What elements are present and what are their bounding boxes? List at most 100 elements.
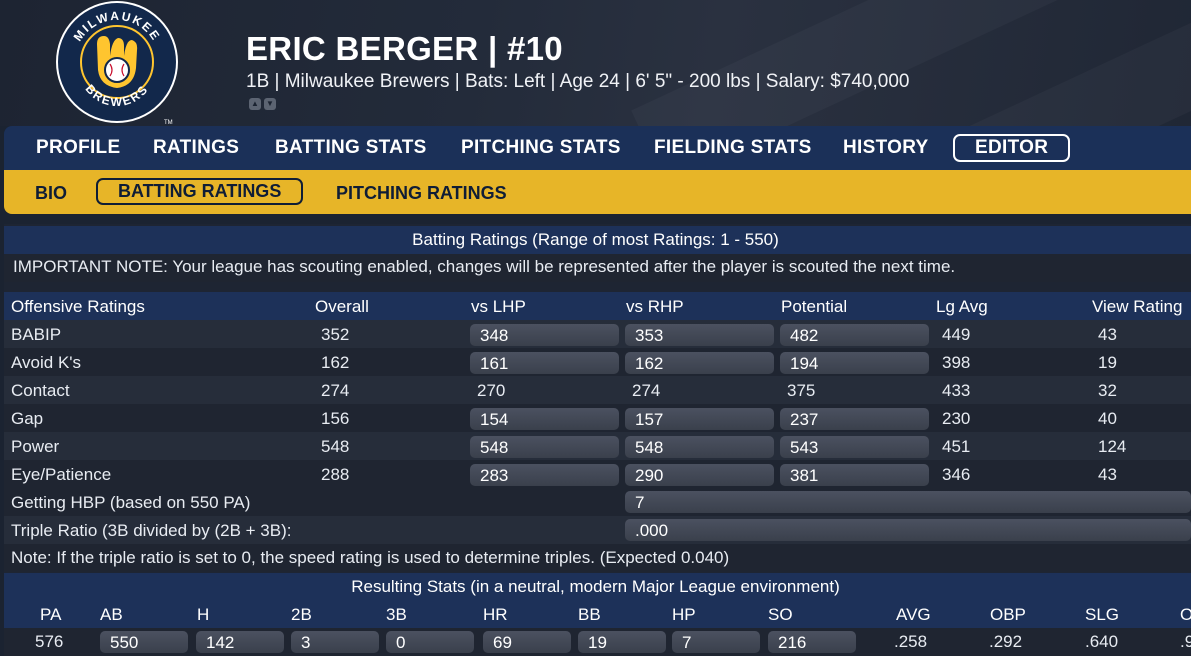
rating-view: 40 bbox=[1098, 409, 1117, 428]
rating-lg-avg: 449 bbox=[942, 325, 971, 344]
stat-input[interactable]: 19 bbox=[578, 631, 666, 653]
tab-ratings[interactable]: RATINGS bbox=[153, 137, 240, 158]
col-view-rating: View Rating bbox=[1092, 297, 1183, 316]
rating-rhp-value: 353 bbox=[635, 326, 664, 345]
rating-overall: 352 bbox=[321, 325, 350, 344]
logo-trademark: TM bbox=[164, 120, 173, 126]
rating-rhp-value: 157 bbox=[635, 410, 664, 429]
rating-pot-input[interactable]: 194 bbox=[780, 352, 929, 374]
hbp-input[interactable]: 7 bbox=[625, 491, 1191, 513]
rating-lhp-input[interactable]: 548 bbox=[470, 436, 619, 458]
stats-title: Resulting Stats (in a neutral, modern Ma… bbox=[351, 577, 840, 596]
rating-name: Avoid K's bbox=[11, 353, 82, 372]
rating-view: 32 bbox=[1098, 381, 1117, 400]
stats-col: OBP bbox=[990, 605, 1026, 624]
rating-pot-input[interactable]: 237 bbox=[780, 408, 929, 430]
rating-rhp-value: 162 bbox=[635, 354, 664, 373]
subtab-batting-ratings[interactable]: BATTING RATINGS bbox=[96, 178, 304, 205]
hbp-value: 7 bbox=[635, 493, 645, 512]
rating-view: 124 bbox=[1098, 437, 1127, 456]
stats-col: PA bbox=[40, 605, 62, 624]
col-vs-rhp: vs RHP bbox=[626, 297, 684, 316]
rating-overall: 288 bbox=[321, 465, 350, 484]
stat-input[interactable]: 216 bbox=[768, 631, 856, 653]
stat-value: 142 bbox=[206, 633, 235, 652]
tab-batting-stats[interactable]: BATTING STATS bbox=[275, 137, 427, 158]
stat-input[interactable]: 142 bbox=[196, 631, 284, 653]
subtab-bio[interactable]: BIO bbox=[35, 183, 68, 203]
rating-lhp-input[interactable]: 154 bbox=[470, 408, 619, 430]
rating-pot-input[interactable]: 381 bbox=[780, 464, 929, 486]
rating-lg-avg: 230 bbox=[942, 409, 971, 428]
rating-name: BABIP bbox=[11, 325, 62, 344]
stat-input[interactable]: 3 bbox=[291, 631, 379, 653]
rating-lhp-value: 283 bbox=[480, 466, 509, 485]
rating-rhp-input[interactable]: 290 bbox=[625, 464, 774, 486]
rating-lhp-input[interactable]: 161 bbox=[470, 352, 619, 374]
stat-value: .9 bbox=[1180, 632, 1191, 651]
col-vs-lhp: vs LHP bbox=[471, 297, 526, 316]
stat-input[interactable]: 69 bbox=[483, 631, 571, 653]
ratings-header-row bbox=[4, 292, 1191, 320]
stats-col: AVG bbox=[896, 605, 931, 624]
rating-overall: 274 bbox=[321, 381, 350, 400]
player-header: MILWAUKEE BREWERS TM ERIC BERGER | #10 1… bbox=[0, 0, 1191, 126]
rating-name: Gap bbox=[11, 409, 44, 428]
ratings-title: Batting Ratings (Range of most Ratings: … bbox=[412, 230, 779, 249]
tab-editor[interactable]: EDITOR bbox=[953, 134, 1071, 162]
stat-input[interactable]: 7 bbox=[672, 631, 760, 653]
rating-rhp-value: 274 bbox=[632, 381, 661, 400]
tab-history[interactable]: HISTORY bbox=[843, 137, 929, 158]
previous-player-icon[interactable]: ▲ bbox=[249, 98, 261, 110]
scouting-note: IMPORTANT NOTE: Your league has scouting… bbox=[13, 257, 956, 276]
rating-pot-value: 237 bbox=[790, 410, 819, 429]
triple-note-row bbox=[4, 544, 1191, 572]
rating-overall: 548 bbox=[321, 437, 350, 456]
rating-overall: 162 bbox=[321, 353, 350, 372]
hbp-label: Getting HBP (based on 550 PA) bbox=[11, 493, 251, 512]
player-name: ERIC BERGER | #10 bbox=[246, 30, 563, 67]
stat-value: 3 bbox=[301, 633, 311, 652]
player-nav-arrows: ▲ ▼ bbox=[249, 98, 276, 110]
stat-value: 576 bbox=[35, 632, 64, 651]
rating-view: 43 bbox=[1098, 325, 1117, 344]
col-potential: Potential bbox=[781, 297, 848, 316]
rating-pot-input[interactable]: 482 bbox=[780, 324, 929, 346]
rating-pot-input[interactable]: 543 bbox=[780, 436, 929, 458]
rating-rhp-input[interactable]: 157 bbox=[625, 408, 774, 430]
tab-profile[interactable]: PROFILE bbox=[36, 137, 121, 158]
rating-lhp-value: 161 bbox=[480, 354, 509, 373]
rating-lhp-input[interactable]: 348 bbox=[470, 324, 619, 346]
stats-col: H bbox=[197, 605, 210, 624]
col-overall: Overall bbox=[315, 297, 369, 316]
rating-rhp-input[interactable]: 162 bbox=[625, 352, 774, 374]
rating-lhp-value: 154 bbox=[480, 410, 509, 429]
next-player-icon[interactable]: ▼ bbox=[264, 98, 276, 110]
rating-rhp-input[interactable]: 353 bbox=[625, 324, 774, 346]
tab-fielding-stats[interactable]: FIELDING STATS bbox=[654, 137, 812, 158]
stat-value: .292 bbox=[989, 632, 1023, 651]
col-offensive-ratings: Offensive Ratings bbox=[11, 297, 145, 316]
stats-col: SO bbox=[768, 605, 793, 624]
rating-name: Eye/Patience bbox=[11, 465, 112, 484]
rating-lhp-value: 548 bbox=[480, 438, 509, 457]
tab-pitching-stats[interactable]: PITCHING STATS bbox=[461, 137, 621, 158]
stat-value: 216 bbox=[778, 633, 807, 652]
rating-pot-value: 375 bbox=[787, 381, 816, 400]
triple-ratio-input[interactable]: .000 bbox=[625, 519, 1191, 541]
rating-rhp-input[interactable]: 548 bbox=[625, 436, 774, 458]
stats-col: HP bbox=[672, 605, 696, 624]
stat-input[interactable]: 0 bbox=[386, 631, 474, 653]
stat-value: 7 bbox=[682, 633, 692, 652]
subtab-pitching-ratings[interactable]: PITCHING RATINGS bbox=[336, 183, 507, 203]
rating-lhp-input[interactable]: 283 bbox=[470, 464, 619, 486]
col-lg-avg: Lg Avg bbox=[936, 297, 988, 316]
triple-note: Note: If the triple ratio is set to 0, t… bbox=[11, 548, 730, 567]
stats-col: BB bbox=[578, 605, 601, 624]
rating-pot-value: 482 bbox=[790, 326, 819, 345]
stat-value: 19 bbox=[588, 633, 607, 652]
rating-lg-avg: 451 bbox=[942, 437, 971, 456]
stat-value: 69 bbox=[493, 633, 512, 652]
stats-col: 3B bbox=[386, 605, 407, 624]
stat-input[interactable]: 550 bbox=[100, 631, 188, 653]
